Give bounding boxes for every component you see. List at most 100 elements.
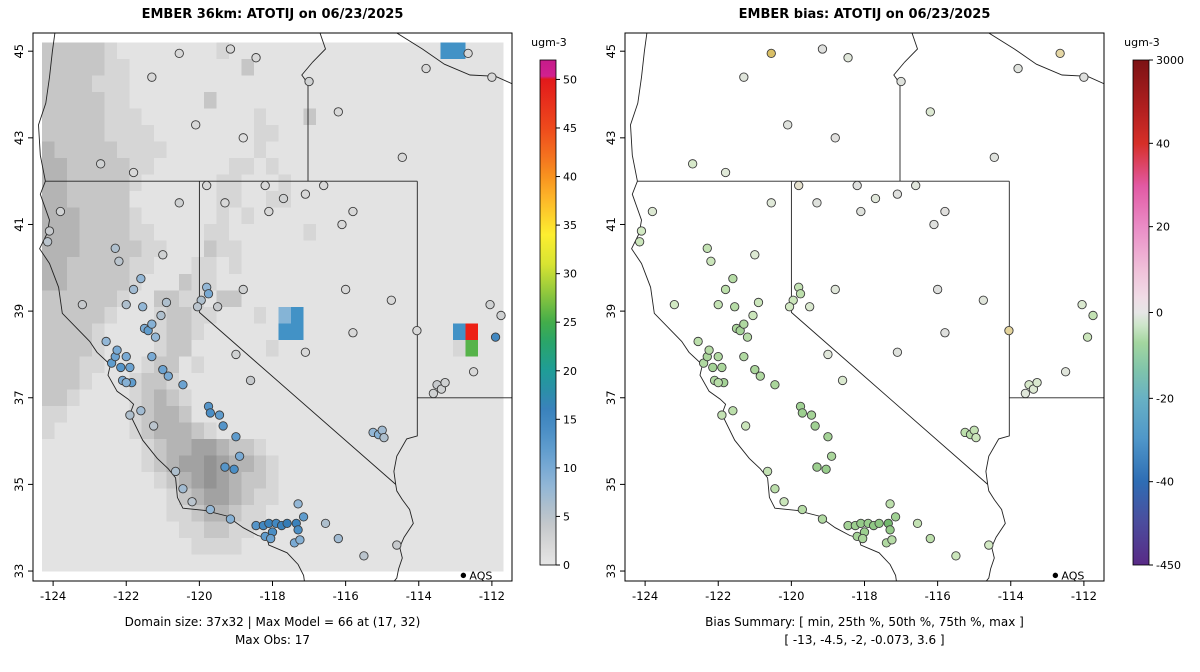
raster-cell bbox=[490, 504, 504, 522]
raster-cell bbox=[453, 521, 466, 539]
raster-cell bbox=[415, 306, 429, 324]
raster-cell bbox=[228, 92, 242, 110]
raster-cell bbox=[104, 471, 118, 489]
raster-cell bbox=[154, 224, 168, 242]
raster-cell bbox=[428, 224, 442, 242]
raster-cell bbox=[116, 323, 130, 341]
raster-cell bbox=[67, 75, 80, 93]
raster-cell bbox=[378, 438, 392, 456]
raster-cell bbox=[91, 438, 105, 456]
raster-cell bbox=[278, 75, 292, 93]
raster-cell bbox=[116, 108, 130, 126]
raster-cell bbox=[340, 356, 354, 374]
station-dot bbox=[174, 198, 184, 208]
raster-cell bbox=[353, 372, 367, 390]
raster-cell bbox=[266, 405, 280, 423]
raster-cell bbox=[191, 372, 205, 390]
station-dot bbox=[440, 377, 450, 388]
raster-cell bbox=[378, 538, 392, 556]
raster-cell bbox=[104, 323, 118, 341]
raster-cell bbox=[403, 174, 417, 192]
raster-cell bbox=[490, 42, 504, 60]
raster-cell bbox=[415, 141, 429, 159]
raster-cell bbox=[191, 422, 205, 440]
raster-cell bbox=[440, 306, 454, 324]
raster-cell bbox=[154, 339, 168, 357]
raster-cell bbox=[129, 290, 143, 308]
raster-cell bbox=[191, 405, 205, 423]
raster-cell bbox=[378, 207, 392, 225]
raster-cell bbox=[266, 323, 280, 341]
raster-cell bbox=[141, 471, 155, 489]
station-dot bbox=[843, 53, 853, 63]
station-dot bbox=[852, 180, 862, 191]
raster-cell bbox=[203, 207, 217, 225]
station-dot bbox=[125, 362, 135, 373]
raster-cell bbox=[67, 521, 80, 539]
raster-cell bbox=[266, 125, 280, 143]
raster-cell bbox=[116, 141, 130, 159]
raster-cell bbox=[154, 75, 168, 93]
raster-cell bbox=[67, 422, 80, 440]
raster-cell bbox=[477, 191, 491, 209]
raster-cell bbox=[154, 207, 168, 225]
raster-cell bbox=[390, 158, 404, 176]
raster-cell bbox=[129, 92, 143, 110]
raster-cell bbox=[291, 257, 305, 275]
raster-cell bbox=[453, 323, 466, 341]
raster-cell bbox=[203, 75, 217, 93]
raster-cell bbox=[316, 290, 329, 308]
raster-cell bbox=[141, 504, 155, 522]
raster-cell bbox=[203, 108, 217, 126]
raster-cell bbox=[216, 174, 230, 192]
raster-cell bbox=[453, 42, 466, 60]
station-dot bbox=[114, 256, 124, 266]
raster-cell bbox=[353, 174, 367, 192]
raster-cell bbox=[477, 323, 491, 341]
raster-cell bbox=[241, 174, 255, 192]
raster-cell bbox=[365, 108, 379, 126]
raster-cell bbox=[216, 92, 230, 110]
raster-cell bbox=[303, 405, 317, 423]
raster-cell bbox=[79, 306, 93, 324]
raster-cell bbox=[291, 240, 305, 258]
raster-cell bbox=[191, 158, 205, 176]
station-dot bbox=[187, 497, 197, 507]
raster-cell bbox=[390, 125, 404, 143]
raster-cell bbox=[91, 240, 105, 258]
raster-cell bbox=[490, 158, 504, 176]
raster-cell bbox=[42, 306, 56, 324]
raster-cell bbox=[266, 141, 280, 159]
raster-cell bbox=[328, 207, 342, 225]
station-dot bbox=[121, 351, 131, 362]
raster-cell bbox=[428, 207, 442, 225]
panel-a-caption-line2: Max Obs: 17 bbox=[234, 633, 311, 647]
station-dot bbox=[359, 551, 369, 561]
raster-cell bbox=[91, 42, 105, 60]
station-dot bbox=[128, 167, 139, 178]
state-outline bbox=[988, 33, 1104, 85]
raster-cell bbox=[54, 488, 68, 506]
raster-cell bbox=[116, 422, 130, 440]
raster-cell bbox=[191, 538, 205, 556]
raster-cell bbox=[278, 273, 292, 291]
raster-cell bbox=[91, 554, 105, 572]
raster-cell bbox=[291, 554, 305, 572]
raster-cell bbox=[241, 405, 255, 423]
raster-cell bbox=[403, 504, 417, 522]
raster-cell bbox=[253, 59, 267, 77]
raster-cell bbox=[328, 389, 342, 407]
raster-cell bbox=[179, 141, 193, 159]
raster-cell bbox=[303, 42, 317, 60]
raster-cell bbox=[403, 389, 417, 407]
raster-cell bbox=[154, 108, 168, 126]
raster-cell bbox=[365, 141, 379, 159]
raster-cell bbox=[303, 455, 317, 473]
raster-cell bbox=[203, 356, 217, 374]
raster-cell bbox=[390, 273, 404, 291]
raster-cell bbox=[67, 92, 80, 110]
colorbar-tick-label: 50 bbox=[563, 73, 577, 86]
raster-cell bbox=[216, 471, 230, 489]
station-dot bbox=[739, 351, 749, 362]
y-tick-label: 33 bbox=[12, 564, 26, 579]
